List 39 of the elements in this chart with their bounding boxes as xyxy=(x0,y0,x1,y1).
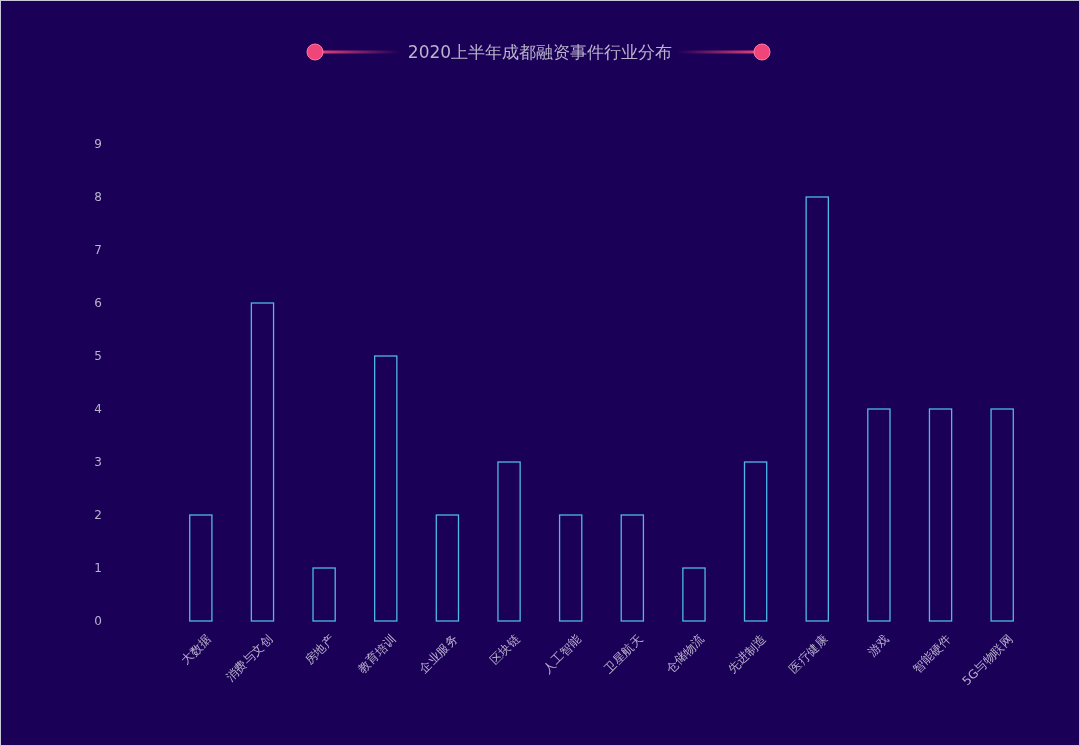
bar xyxy=(189,514,213,622)
x-tick-label: 医疗健康 xyxy=(786,632,831,677)
x-tick-label: 大数据 xyxy=(178,632,214,668)
y-tick-label: 8 xyxy=(94,190,102,205)
x-tick-label: 卫星航天 xyxy=(601,632,646,677)
x-tick-label: 消费与文创 xyxy=(223,632,276,685)
x-tick-label: 房地产 xyxy=(301,632,338,668)
x-tick-label: 智能硬件 xyxy=(909,632,954,677)
bar xyxy=(620,514,645,622)
x-tick-label: 仓储物流 xyxy=(663,632,708,677)
y-tick-label: 3 xyxy=(94,455,102,470)
bar xyxy=(312,567,336,622)
bar xyxy=(435,514,460,622)
x-tick-label: 区块链 xyxy=(486,632,523,668)
bar xyxy=(928,408,953,622)
y-tick-label: 9 xyxy=(94,137,102,152)
y-tick-label: 0 xyxy=(94,614,102,629)
y-tick-label: 2 xyxy=(94,508,102,523)
y-tick-label: 6 xyxy=(94,296,102,311)
x-tick-label: 教育培训 xyxy=(355,632,399,677)
y-tick-label: 4 xyxy=(94,402,102,417)
y-tick-label: 1 xyxy=(94,561,102,576)
bar xyxy=(374,355,398,622)
x-tick-label: 人工智能 xyxy=(539,632,584,677)
bar xyxy=(743,461,768,622)
x-tick-label: 游戏 xyxy=(865,632,892,660)
y-tick-label: 5 xyxy=(94,349,102,364)
bar xyxy=(990,408,1014,622)
bar xyxy=(497,461,521,622)
bar xyxy=(250,302,275,622)
x-tick-label: 5G与物联网 xyxy=(959,632,1016,689)
chart-title: 2020上半年成都融资事件行业分布 xyxy=(407,42,673,62)
y-tick-label: 7 xyxy=(94,243,102,258)
x-tick-label: 企业服务 xyxy=(416,632,461,677)
bar xyxy=(867,408,891,622)
bar xyxy=(805,196,829,622)
bar xyxy=(558,514,583,622)
x-tick-label: 先进制造 xyxy=(724,632,769,677)
bar xyxy=(682,567,706,622)
